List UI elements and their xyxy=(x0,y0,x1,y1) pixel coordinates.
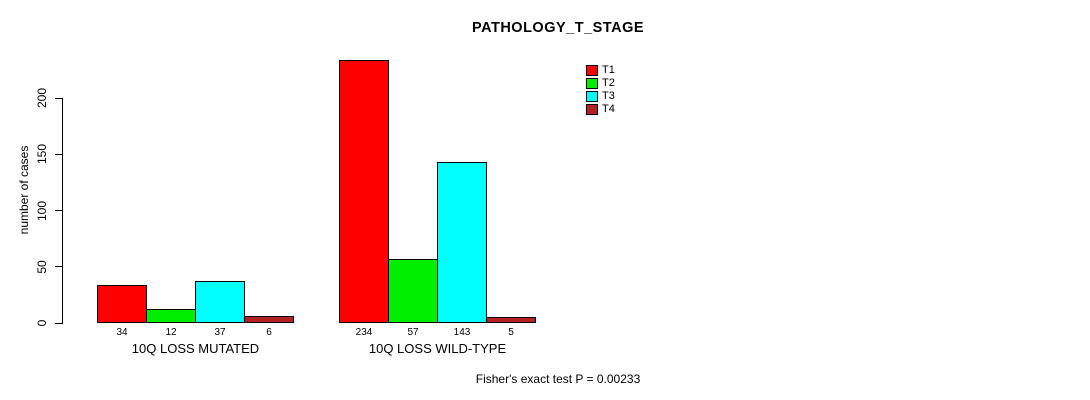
bar-value-label-t2-10q-loss-mutated: 12 xyxy=(165,327,177,338)
legend-label: T2 xyxy=(602,77,615,89)
bar-t1-10q-loss-mutated xyxy=(97,285,147,323)
y-axis-tick-label-50: 50 xyxy=(35,260,49,274)
bar-value-label-t3-10q-loss-wild-type: 143 xyxy=(453,327,471,338)
legend-item-t3: T3 xyxy=(586,90,615,103)
bar-t3-10q-loss-mutated xyxy=(195,281,245,323)
legend: T1 T2 T3 T4 xyxy=(586,64,615,116)
bar-t2-10q-loss-mutated xyxy=(146,309,196,323)
legend-swatch-icon xyxy=(586,91,598,102)
y-axis-tick-200 xyxy=(55,97,63,99)
bar-value-label-t3-10q-loss-mutated: 37 xyxy=(214,327,226,338)
bar-value-label-t2-10q-loss-wild-type: 57 xyxy=(407,327,419,338)
y-axis-tick-label-200: 200 xyxy=(35,87,49,109)
legend-label: T1 xyxy=(602,64,615,76)
y-axis-tick-150 xyxy=(55,153,63,155)
bar-t2-10q-loss-wild-type xyxy=(388,259,438,323)
footer-note: Fisher's exact test P = 0.00233 xyxy=(475,372,641,386)
bar-value-label-t1-10q-loss-wild-type: 234 xyxy=(355,327,373,338)
bar-value-label-t4-10q-loss-mutated: 6 xyxy=(266,327,272,338)
legend-swatch-icon xyxy=(586,78,598,89)
legend-item-t2: T2 xyxy=(586,77,615,90)
y-axis-tick-50 xyxy=(55,266,63,268)
y-axis-tick-label-100: 100 xyxy=(35,200,49,221)
chart-title: PATHOLOGY_T_STAGE xyxy=(471,20,645,36)
y-axis-title: number of cases xyxy=(17,145,31,235)
group-label-10q-loss-wild-type: 10Q LOSS WILD-TYPE xyxy=(368,341,507,356)
bar-t4-10q-loss-wild-type xyxy=(486,317,536,323)
legend-label: T3 xyxy=(602,90,615,102)
bar-t1-10q-loss-wild-type xyxy=(339,60,389,323)
group-label-10q-loss-mutated: 10Q LOSS MUTATED xyxy=(131,341,260,356)
legend-swatch-icon xyxy=(586,65,598,76)
legend-label: T4 xyxy=(602,103,615,115)
bar-value-label-t1-10q-loss-mutated: 34 xyxy=(116,327,128,338)
y-axis-line xyxy=(62,98,63,324)
legend-item-t1: T1 xyxy=(586,64,615,77)
legend-swatch-icon xyxy=(586,104,598,115)
bar-t3-10q-loss-wild-type xyxy=(437,162,487,323)
y-axis-tick-0 xyxy=(55,322,63,324)
y-axis-tick-label-0: 0 xyxy=(35,319,49,327)
bar-value-label-t4-10q-loss-wild-type: 5 xyxy=(508,327,514,338)
legend-item-t4: T4 xyxy=(586,103,615,116)
bar-t4-10q-loss-mutated xyxy=(244,316,294,323)
y-axis-tick-100 xyxy=(55,210,63,211)
y-axis-tick-label-150: 150 xyxy=(35,144,49,165)
